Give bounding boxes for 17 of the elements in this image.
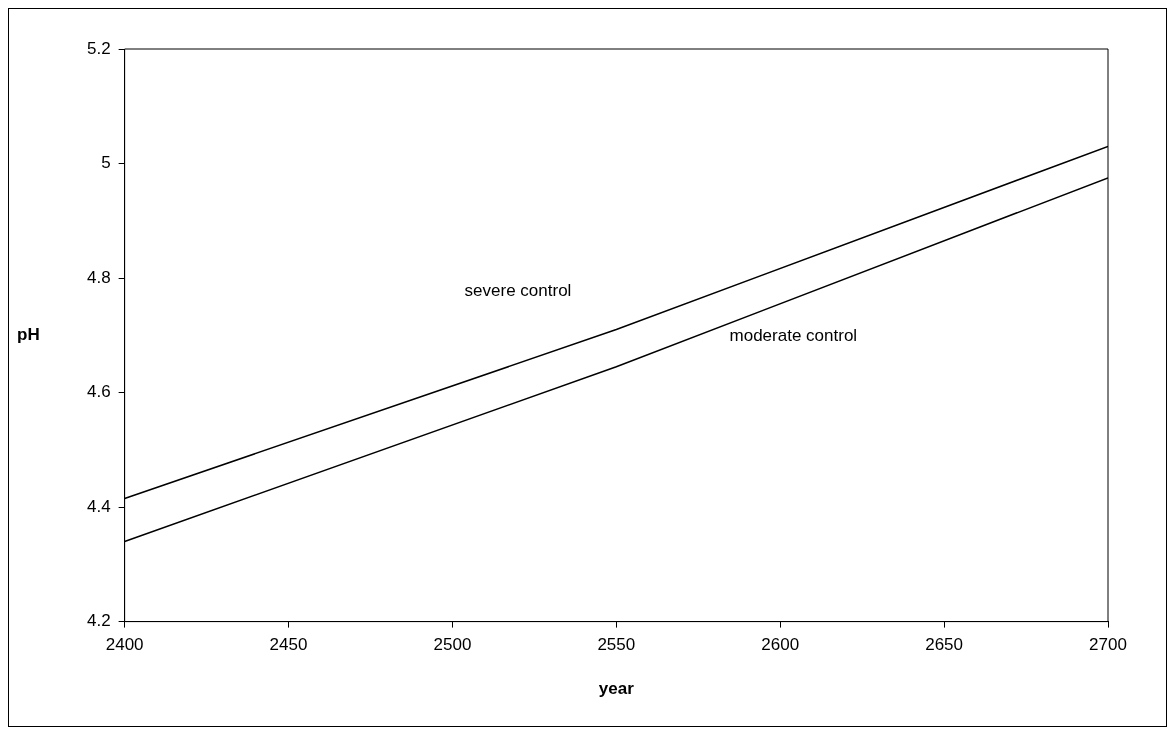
text: severe control bbox=[464, 281, 572, 301]
x-tick-label: 2550 bbox=[597, 635, 636, 655]
x-tick-label: 2650 bbox=[925, 635, 964, 655]
x-tick-label: 2400 bbox=[105, 635, 144, 655]
y-axis-title: pH bbox=[17, 324, 40, 344]
x-tick-label: 2700 bbox=[1089, 635, 1127, 655]
series-label: moderate control bbox=[729, 325, 858, 345]
y-tick-label: 4.4 bbox=[86, 496, 111, 516]
y-tick-label: 4.2 bbox=[86, 611, 111, 631]
x-tick-label: 2600 bbox=[761, 635, 800, 655]
x-axis-title: year bbox=[598, 679, 635, 699]
y-tick-label: 4.8 bbox=[86, 267, 111, 287]
x-tick-label: 2500 bbox=[433, 635, 472, 655]
y-tick-label: 5 bbox=[101, 153, 111, 173]
y-tick-label: 4.6 bbox=[86, 382, 111, 402]
x-tick-label: 2450 bbox=[269, 635, 308, 655]
y-tick-label: 5.2 bbox=[86, 38, 111, 58]
